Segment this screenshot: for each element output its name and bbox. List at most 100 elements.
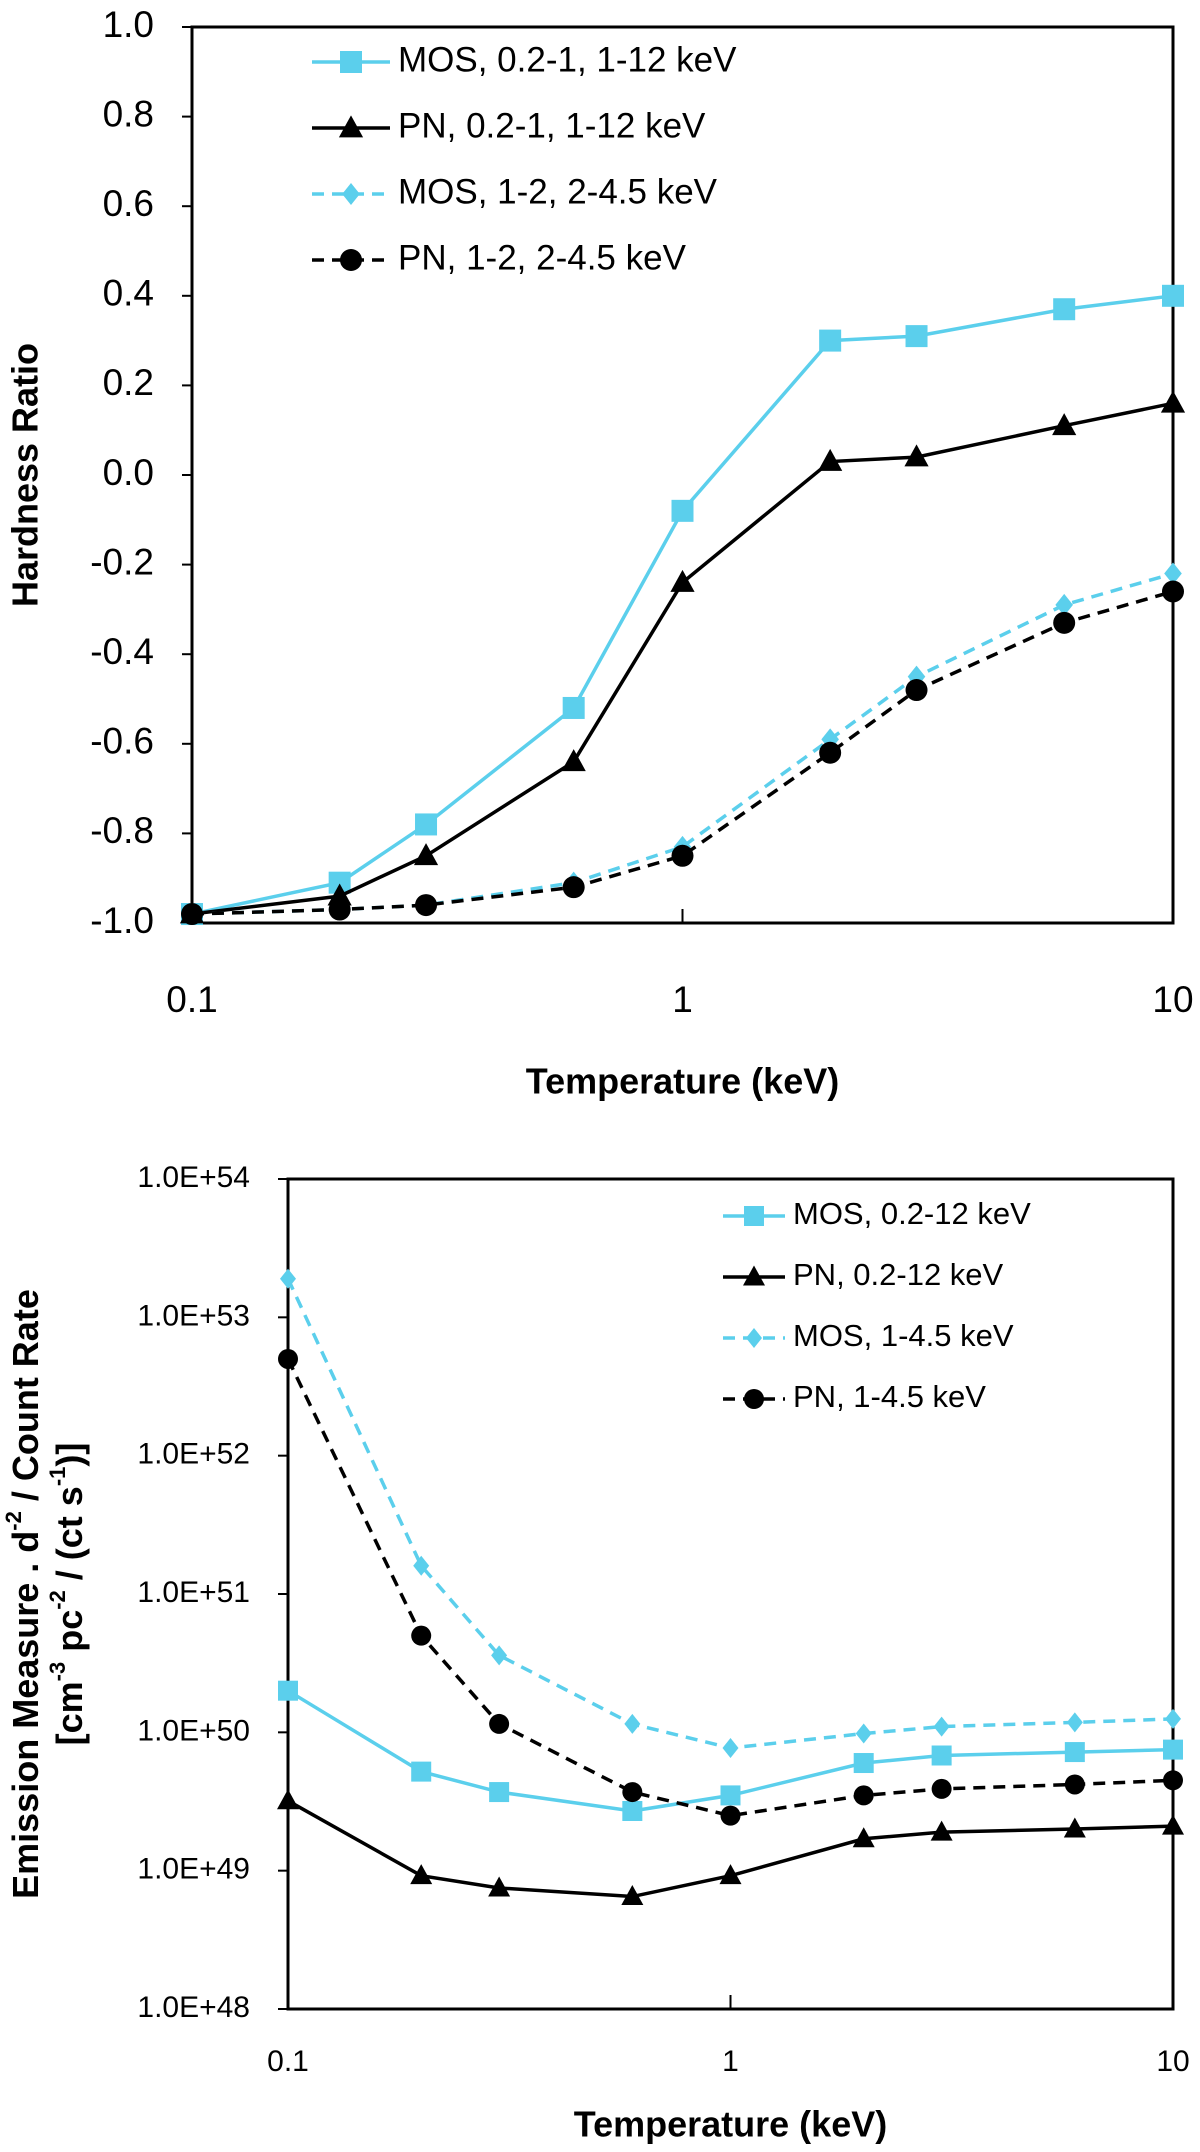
legend-label: MOS, 1-4.5 keV — [793, 1318, 1014, 1353]
y-axis-title-part: [cm — [49, 1681, 90, 1745]
y-tick-label: 0.6 — [103, 183, 154, 224]
marker-circle — [489, 1713, 510, 1734]
legend-label: MOS, 0.2-1, 1-12 keV — [398, 40, 737, 79]
marker-circle — [671, 844, 694, 867]
marker-circle — [819, 741, 842, 764]
x-tick-label: 10 — [1156, 2045, 1189, 2078]
legend-marker — [746, 1328, 762, 1348]
marker-diamond — [413, 1555, 430, 1576]
plot-frame — [190, 25, 1175, 925]
marker-square — [1064, 1742, 1085, 1763]
marker-square — [1163, 1739, 1183, 1760]
marker-square — [415, 813, 438, 836]
marker-triangle — [1162, 1814, 1184, 1835]
marker-square — [489, 1782, 510, 1803]
x-tick-label: 1 — [722, 2045, 739, 2078]
y-tick-label: -0.8 — [90, 810, 154, 851]
marker-diamond — [280, 1268, 296, 1289]
marker-triangle — [1063, 1817, 1086, 1838]
legend-label: PN, 0.2-1, 1-12 keV — [398, 106, 706, 145]
y-tick-label: 1.0E+52 — [137, 1438, 250, 1471]
marker-circle — [1053, 611, 1076, 634]
y-tick-label: 0.4 — [103, 273, 154, 314]
legend-marker — [743, 1265, 765, 1286]
marker-square — [562, 696, 585, 719]
y-tick-label: 1.0E+48 — [137, 1991, 250, 2024]
legend-label: MOS, 1-2, 2-4.5 keV — [398, 172, 718, 211]
legend-label: MOS, 0.2-12 keV — [793, 1196, 1031, 1231]
x-axis-title: Temperature (keV) — [574, 2104, 887, 2145]
marker-circle — [1162, 580, 1184, 603]
y-axis-title: Emission Measure . d-2 / Count Rate — [1, 1289, 45, 1899]
marker-square — [720, 1785, 741, 1806]
y-axis-title-part: pc — [49, 1610, 90, 1662]
series-line — [191, 589, 1174, 916]
legend-marker — [744, 1206, 764, 1226]
marker-square — [905, 325, 928, 348]
marker-circle — [931, 1778, 952, 1799]
y-tick-label: 1.0E+53 — [137, 1299, 250, 1332]
y-tick-label: -0.6 — [90, 721, 154, 762]
legend-label: PN, 1-2, 2-4.5 keV — [398, 238, 687, 277]
y-axis-title-part: -3 — [45, 1662, 70, 1682]
marker-square — [328, 871, 351, 894]
marker-diamond — [1066, 1712, 1083, 1733]
y-tick-label: 0.0 — [103, 452, 154, 493]
x-tick-label: 0.1 — [267, 2045, 309, 2078]
y-axis-title-part: -2 — [1, 1511, 26, 1531]
marker-circle — [415, 894, 438, 917]
marker-diamond — [491, 1645, 508, 1666]
x-tick-label: 1 — [672, 979, 693, 1020]
y-tick-label: 1.0E+50 — [137, 1714, 250, 1747]
y-tick-label: 0.8 — [103, 93, 154, 134]
marker-triangle — [818, 448, 843, 471]
marker-square — [671, 499, 694, 522]
marker-triangle — [930, 1820, 953, 1841]
marker-triangle — [413, 843, 439, 866]
x-tick-label: 0.1 — [166, 979, 217, 1020]
marker-circle — [1064, 1774, 1085, 1795]
legend-marker — [342, 183, 360, 205]
marker-triangle — [488, 1876, 511, 1897]
legend-label: PN, 1-4.5 keV — [793, 1379, 986, 1414]
marker-square — [622, 1800, 643, 1821]
series-line — [191, 294, 1174, 916]
plot-frame — [286, 1177, 1175, 2011]
marker-square — [853, 1753, 874, 1774]
y-tick-label: 1.0E+51 — [137, 1576, 250, 1609]
marker-triangle — [904, 444, 929, 467]
y-tick-label: 1.0E+49 — [137, 1853, 250, 1886]
marker-circle — [411, 1625, 432, 1646]
marker-diamond — [1165, 1708, 1181, 1729]
legend-marker — [340, 249, 362, 271]
y-axis-title-part: Emission Measure . d — [5, 1531, 46, 1899]
y-axis-title-part: )] — [49, 1443, 90, 1467]
marker-circle — [278, 1348, 298, 1369]
marker-square — [1053, 298, 1076, 321]
marker-circle — [328, 898, 351, 921]
marker-circle — [622, 1782, 643, 1803]
marker-square — [278, 1680, 298, 1701]
marker-triangle — [410, 1864, 433, 1885]
y-axis-title: [cm-3 pc-2 / (ct s-1)] — [45, 1443, 89, 1746]
marker-circle — [1163, 1770, 1183, 1791]
legend-marker — [340, 51, 362, 73]
marker-diamond — [1164, 562, 1182, 585]
marker-triangle — [1052, 413, 1077, 436]
marker-diamond — [722, 1738, 739, 1759]
legend-marker — [338, 115, 364, 138]
y-tick-label: -1.0 — [90, 900, 154, 941]
marker-square — [931, 1745, 952, 1766]
series-line — [286, 1278, 1174, 1750]
x-tick-label: 10 — [1152, 979, 1193, 1020]
marker-diamond — [933, 1716, 950, 1737]
y-axis-title-part: / (ct s — [49, 1486, 90, 1590]
marker-diamond — [624, 1713, 641, 1734]
marker-diamond — [855, 1723, 872, 1744]
y-tick-label: 1.0 — [103, 4, 154, 45]
y-tick-label: 1.0E+54 — [137, 1161, 250, 1194]
marker-circle — [562, 876, 585, 899]
y-tick-label: -0.2 — [90, 541, 154, 582]
marker-diamond — [1055, 593, 1073, 616]
